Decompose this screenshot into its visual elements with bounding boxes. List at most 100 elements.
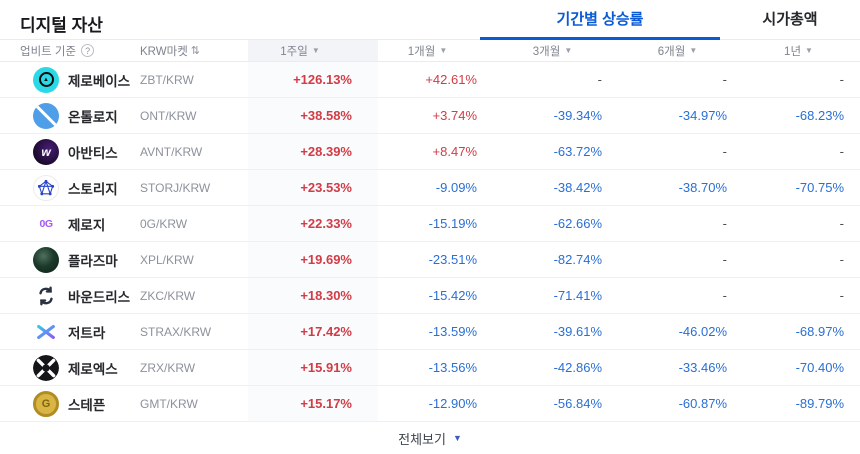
header-1y[interactable]: 1년 ▼ [784, 45, 813, 58]
table-row[interactable]: 스토리지 STORJ/KRW +23.53% -9.09% -38.42% -3… [0, 170, 860, 206]
coin-name: 아반티스 [68, 145, 118, 161]
avantis-icon: w [33, 138, 59, 165]
change-1m: -13.59% [428, 324, 477, 339]
sort-icon[interactable]: ⇅ [190, 45, 201, 57]
header-3m[interactable]: 3개월 ▼ [532, 45, 573, 58]
table-row[interactable]: 0G 제로지 0G/KRW +22.33% -15.19% -62.66% - … [0, 206, 860, 242]
change-1y: -70.40% [795, 360, 844, 375]
change-3m: -63.72% [553, 144, 602, 159]
header-1w[interactable]: 1주일 ▼ [248, 40, 378, 61]
change-1w: +17.42% [248, 314, 378, 349]
view-all-label: 전체보기 [398, 431, 446, 447]
change-1y: - [839, 252, 844, 267]
header-1m[interactable]: 1개월 ▼ [407, 45, 448, 58]
chevron-down-icon: ▼ [439, 46, 448, 55]
change-1y: -89.79% [795, 396, 844, 411]
table-row[interactable]: G 스테픈 GMT/KRW +15.17% -12.90% -56.84% -6… [0, 386, 860, 422]
change-1y: -70.75% [795, 180, 844, 195]
coin-name: 바운드리스 [68, 289, 131, 305]
change-1w: +23.53% [248, 170, 378, 205]
coin-pair: ZKC/KRW [140, 288, 196, 303]
change-1w: +19.69% [248, 242, 378, 277]
change-1y: - [839, 144, 844, 159]
table-row[interactable]: 플라즈마 XPL/KRW +19.69% -23.51% -82.74% - - [0, 242, 860, 278]
coin-pair: ONT/KRW [140, 108, 197, 123]
table-row[interactable]: 온톨로지 ONT/KRW +38.58% +3.74% -39.34% -34.… [0, 98, 860, 134]
ontology-icon [33, 102, 59, 129]
boundless-icon [33, 282, 59, 309]
change-3m: -42.86% [553, 360, 602, 375]
change-6m: - [722, 252, 727, 267]
coin-pair: ZRX/KRW [140, 360, 196, 375]
table-header: 업비트 기준 ? KRW마켓 ⇅ 1주일 ▼ 1개월 ▼ 3개월 ▼ 6개월 ▼… [0, 40, 860, 62]
coin-pair: STORJ/KRW [140, 180, 211, 195]
tab-bar: 기간별 상승률 시가총액 [480, 0, 860, 40]
coin-pair: ZBT/KRW [140, 72, 194, 87]
table-row[interactable]: 저트라 STRAX/KRW +17.42% -13.59% -39.61% -4… [0, 314, 860, 350]
change-1m: -13.56% [428, 360, 477, 375]
change-1y: - [839, 216, 844, 231]
basis-label: 업비트 기준 [20, 45, 77, 58]
tab-market-cap[interactable]: 시가총액 [762, 11, 818, 28]
change-1w: +38.58% [248, 98, 378, 133]
zerobase-icon: ▲ [33, 66, 59, 93]
change-6m: -34.97% [678, 108, 727, 123]
header-6m[interactable]: 6개월 ▼ [657, 45, 698, 58]
change-3m: - [597, 72, 602, 87]
coin-name: 제로베이스 [68, 73, 131, 89]
table-row[interactable]: 바운드리스 ZKC/KRW +18.30% -15.42% -71.41% - … [0, 278, 860, 314]
change-1m: -23.51% [428, 252, 477, 267]
coin-name: 스토리지 [68, 181, 118, 197]
change-6m: - [722, 288, 727, 303]
help-icon[interactable]: ? [81, 44, 95, 57]
change-6m: -33.46% [678, 360, 727, 375]
change-1w: +28.39% [248, 134, 378, 169]
page-title: 디지털 자산 [20, 16, 103, 35]
coin-name: 플라즈마 [68, 253, 118, 269]
change-3m: -38.42% [553, 180, 602, 195]
top-bar: 디지털 자산 기간별 상승률 시가총액 [0, 0, 860, 40]
change-1m: -15.42% [428, 288, 477, 303]
change-6m: -60.87% [678, 396, 727, 411]
change-6m: -46.02% [678, 324, 727, 339]
change-1m: +3.74% [432, 108, 477, 123]
zerox-icon [33, 354, 59, 381]
coin-name: 제로지 [68, 217, 106, 233]
coin-name: 스테픈 [68, 397, 106, 413]
coin-name: 저트라 [68, 325, 106, 341]
chevron-down-icon: ▼ [805, 46, 813, 55]
change-6m: - [722, 216, 727, 231]
table-row[interactable]: 제로엑스 ZRX/KRW +15.91% -13.56% -42.86% -33… [0, 350, 860, 386]
change-3m: -71.41% [553, 288, 602, 303]
change-1y: - [839, 288, 844, 303]
change-1m: +42.61% [425, 72, 477, 87]
change-1y: - [839, 72, 844, 87]
change-1m: -15.19% [428, 216, 477, 231]
zetrra-icon [33, 318, 59, 345]
chevron-down-icon: ▼ [689, 46, 698, 55]
chevron-down-icon: ▼ [564, 46, 573, 55]
table-body: ▲ 제로베이스 ZBT/KRW +126.13% +42.61% - - - 온… [0, 62, 860, 422]
stepn-icon: G [33, 390, 59, 417]
storj-icon [33, 174, 59, 201]
change-1m: -12.90% [428, 396, 477, 411]
view-all-button[interactable]: 전체보기 ▼ [0, 422, 860, 454]
change-1m: -9.09% [435, 180, 477, 195]
coin-pair: XPL/KRW [140, 252, 194, 267]
change-1w: +126.13% [248, 62, 378, 97]
chevron-down-icon: ▼ [311, 46, 320, 55]
change-1w: +15.17% [248, 386, 378, 421]
table-row[interactable]: ▲ 제로베이스 ZBT/KRW +126.13% +42.61% - - - [0, 62, 860, 98]
zerog-icon: 0G [33, 210, 59, 237]
change-6m: - [722, 72, 727, 87]
change-1m: +8.47% [432, 144, 477, 159]
change-1w: +18.30% [248, 278, 378, 313]
header-market[interactable]: KRW마켓 ⇅ [140, 40, 248, 61]
coin-pair: AVNT/KRW [140, 144, 203, 159]
change-6m: -38.70% [678, 180, 727, 195]
change-3m: -62.66% [553, 216, 602, 231]
table-row[interactable]: w 아반티스 AVNT/KRW +28.39% +8.47% -63.72% -… [0, 134, 860, 170]
tab-period-growth[interactable]: 기간별 상승률 [480, 0, 720, 40]
coin-name: 온톨로지 [68, 109, 118, 125]
change-1y: -68.23% [795, 108, 844, 123]
